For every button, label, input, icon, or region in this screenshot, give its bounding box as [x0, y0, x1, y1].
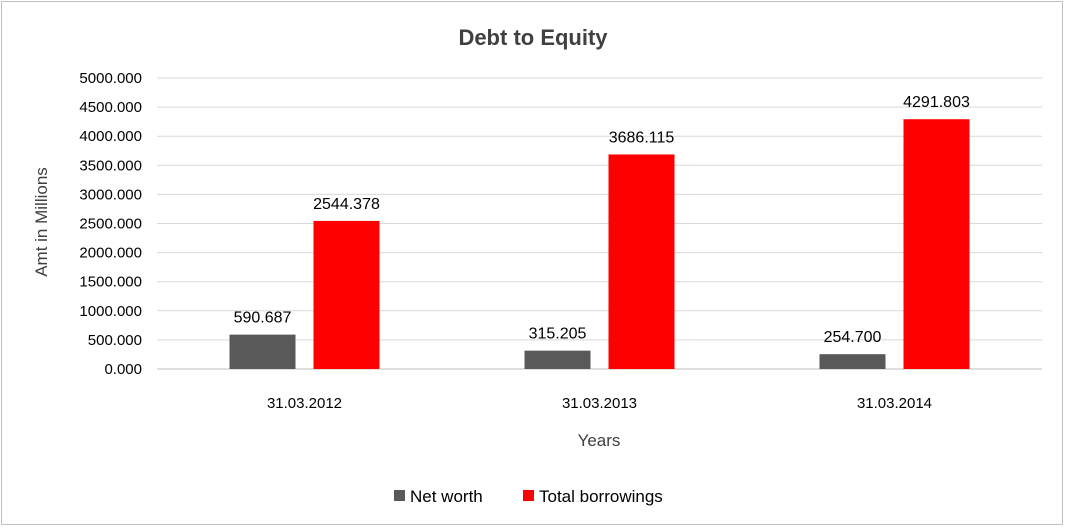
- data-label: 590.687: [234, 310, 292, 327]
- bar-net-worth: [524, 350, 591, 369]
- x-tick-label: 31.03.2013: [562, 395, 637, 412]
- y-tick-label: 5000.000: [79, 70, 142, 87]
- chart-title: Debt to Equity: [458, 25, 608, 50]
- bar-net-worth: [229, 334, 296, 369]
- y-tick-label: 2000.000: [79, 245, 142, 262]
- legend-swatch: [394, 490, 405, 501]
- data-label: 2544.378: [313, 196, 380, 213]
- x-tick-label: 31.03.2012: [267, 395, 342, 412]
- y-tick-label: 2500.000: [79, 216, 142, 233]
- y-axis-label: Amt in Millions: [32, 167, 51, 277]
- bar-total-borrowings: [903, 119, 970, 369]
- legend-label: Net worth: [410, 487, 483, 506]
- y-tick-label: 4500.000: [79, 99, 142, 116]
- data-label: 4291.803: [903, 94, 970, 111]
- x-axis-ticks: 31.03.2012 31.03.2013 31.03.2014: [267, 395, 932, 412]
- data-labels: 590.687 2544.378 315.205 3686.115 254.700 429…: [234, 94, 970, 346]
- y-tick-label: 4000.000: [79, 128, 142, 145]
- y-tick-label: 0.000: [104, 361, 142, 378]
- y-tick-label: 3500.000: [79, 157, 142, 174]
- legend: Net worth Total borrowings: [394, 487, 663, 506]
- y-tick-label: 1500.000: [79, 274, 142, 291]
- data-label: 254.700: [824, 329, 882, 346]
- x-axis-label: Years: [578, 431, 621, 450]
- y-tick-label: 1000.000: [79, 303, 142, 320]
- data-label: 315.205: [529, 326, 587, 343]
- bar-total-borrowings: [608, 154, 675, 369]
- y-tick-label: 500.000: [88, 332, 142, 349]
- legend-label: Total borrowings: [539, 487, 663, 506]
- gridlines: [157, 77, 1042, 370]
- y-tick-label: 3000.000: [79, 186, 142, 203]
- y-axis-ticks: 0.000 500.000 1000.000 1500.000 2000.000 2500…: [79, 70, 142, 378]
- legend-swatch: [523, 490, 534, 501]
- data-label: 3686.115: [609, 129, 675, 146]
- bar-total-borrowings: [313, 220, 380, 369]
- bar-net-worth: [819, 354, 886, 369]
- x-tick-label: 31.03.2014: [857, 395, 932, 412]
- bars: [229, 119, 970, 369]
